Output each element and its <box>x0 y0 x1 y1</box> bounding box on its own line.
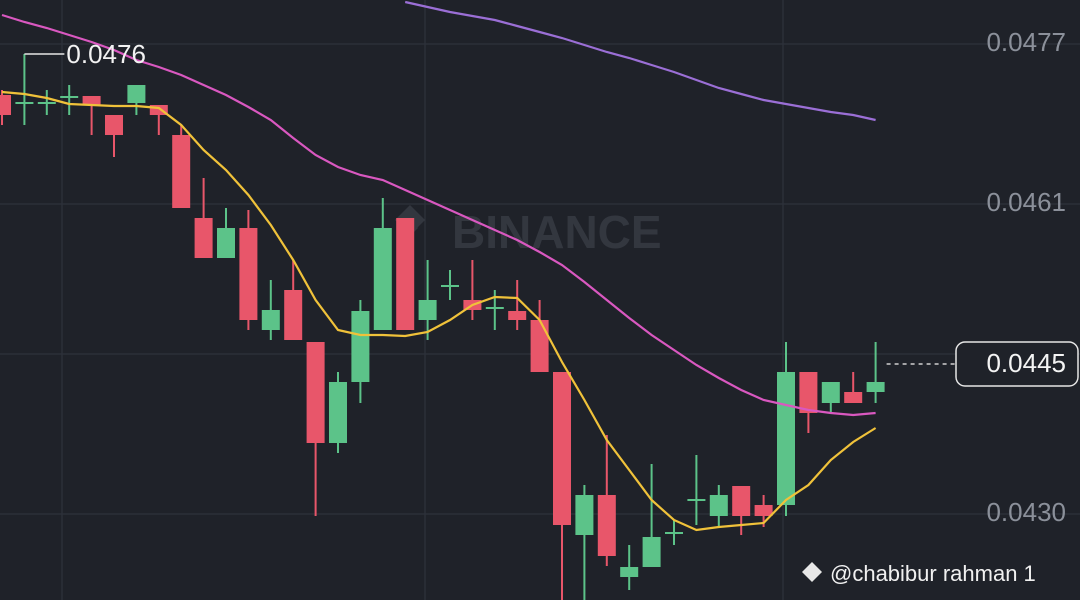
moving-average-line <box>1 90 877 532</box>
candle-body <box>82 96 101 105</box>
candle-body <box>239 228 258 320</box>
last-price-box <box>955 341 1079 387</box>
y-tick-label: 0.0430 <box>986 497 1066 527</box>
candle-body <box>530 320 549 372</box>
candle-body <box>575 495 594 535</box>
candle-body <box>709 495 728 516</box>
candle-body <box>687 499 706 501</box>
candle-body <box>306 342 325 443</box>
marks <box>0 0 885 600</box>
candle-body <box>665 532 683 534</box>
candle-body <box>508 311 527 320</box>
watermark-text: BINANCE <box>452 206 662 258</box>
candle-body <box>329 382 347 443</box>
y-tick-label: 0.0461 <box>986 187 1066 217</box>
candle-body <box>732 486 751 516</box>
moving-average-line <box>404 0 876 122</box>
candle-body <box>37 102 56 104</box>
candle-body <box>149 105 168 115</box>
candle-body <box>754 505 773 516</box>
candle-body <box>127 85 146 103</box>
candle-body <box>15 102 34 104</box>
candle-body <box>217 228 235 258</box>
candle-body <box>105 115 123 135</box>
max-price-label: 0.0476 <box>66 39 146 69</box>
candle-body <box>821 382 840 403</box>
candle-body <box>799 372 818 413</box>
moving-average-line <box>1 13 876 417</box>
candle-body <box>597 495 616 556</box>
candle-body <box>194 218 213 258</box>
candle-body <box>418 300 437 320</box>
candle-body <box>373 228 392 330</box>
candle-body <box>172 135 191 208</box>
y-tick-label: 0.0477 <box>986 27 1066 57</box>
candle-body <box>777 372 795 505</box>
candle-body <box>261 310 280 330</box>
candle-body <box>0 95 11 115</box>
candle-body <box>866 382 885 392</box>
credit: @chabibur rahman 1 <box>830 561 1036 586</box>
candle-body <box>553 372 571 525</box>
candle-body <box>284 290 303 340</box>
candle-body <box>485 307 504 309</box>
candle-body <box>642 537 661 567</box>
candle-body <box>620 567 639 577</box>
candle-body <box>844 392 863 403</box>
candle-body <box>441 285 459 287</box>
candle-body <box>60 96 79 98</box>
candle-body <box>351 311 370 382</box>
last-price-label: 0.0445 <box>986 348 1066 378</box>
credit-logo <box>802 562 822 582</box>
candle-body <box>396 218 415 330</box>
